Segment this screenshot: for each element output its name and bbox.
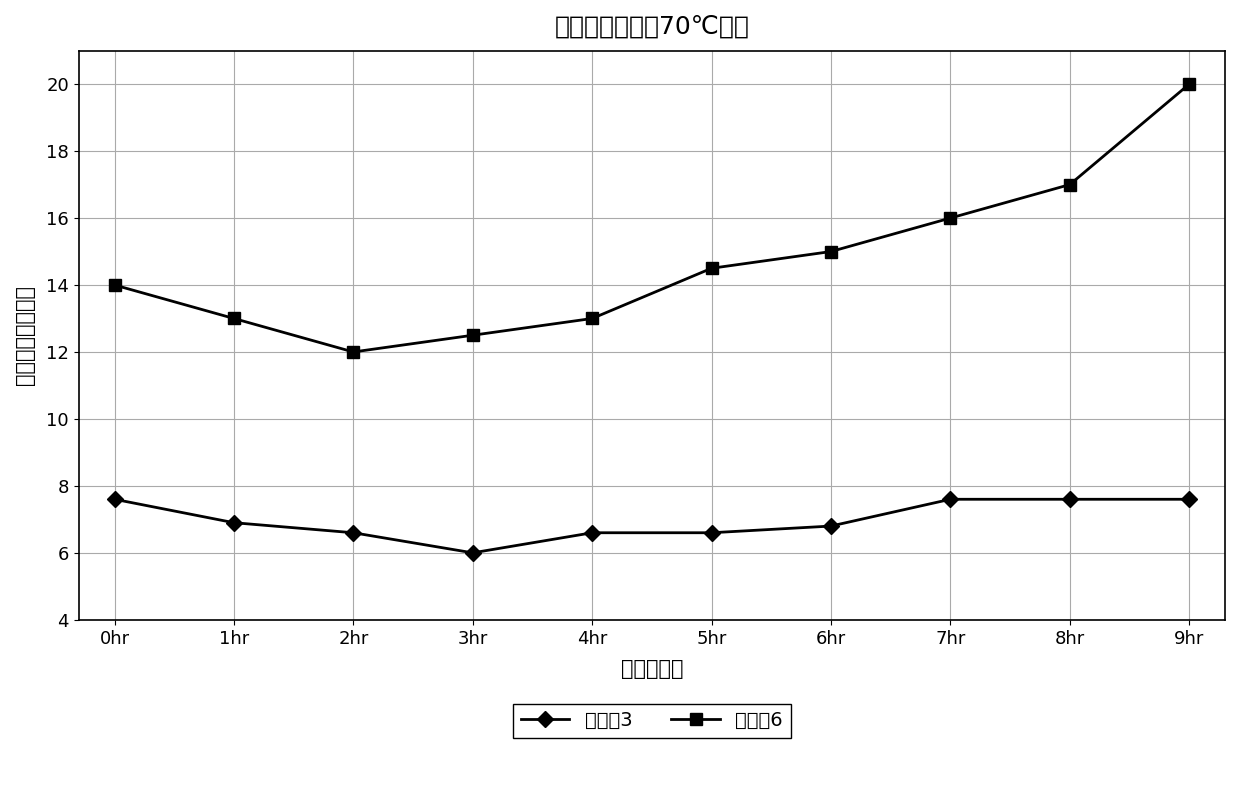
比较兙6 — [1063, 180, 1078, 189]
Line: 比较兙6: 比较兙6 — [109, 78, 1194, 357]
比较兙6 — [107, 280, 122, 290]
比较兙6 — [704, 264, 719, 273]
Title: 随时间的挥发（70℃时）: 随时间的挥发（70℃时） — [554, 15, 749, 39]
实施兙3 — [465, 548, 480, 558]
实施兙3 — [942, 495, 957, 504]
比较兙6 — [1182, 79, 1197, 89]
比较兙6 — [465, 331, 480, 340]
实施兙3 — [107, 495, 122, 504]
比较兙6 — [346, 348, 361, 357]
实施兙3 — [227, 518, 242, 527]
实施兙3 — [585, 528, 600, 538]
比较兙6 — [227, 314, 242, 324]
比较兙6 — [942, 213, 957, 223]
实施兙3 — [346, 528, 361, 538]
实施兙3 — [1182, 495, 1197, 504]
比较兙6 — [823, 247, 838, 256]
Y-axis label: 去除时间（分钟）: 去除时间（分钟） — [15, 285, 35, 385]
X-axis label: 通过的时间: 通过的时间 — [620, 658, 683, 678]
Line: 实施兙3: 实施兙3 — [109, 494, 1194, 559]
实施兙3 — [823, 521, 838, 531]
实施兙3 — [1063, 495, 1078, 504]
实施兙3 — [704, 528, 719, 538]
Legend: 实施兙3, 比较兙6: 实施兙3, 比较兙6 — [513, 703, 791, 738]
比较兙6 — [585, 314, 600, 324]
